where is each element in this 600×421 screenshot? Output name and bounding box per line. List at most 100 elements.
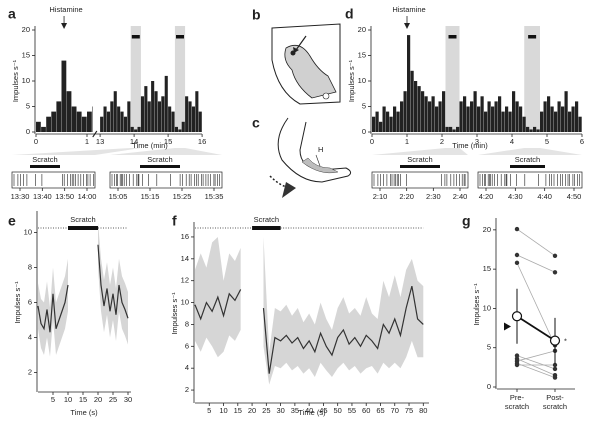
x-tick-label: 5 [545,137,549,146]
shaded-region [130,26,141,132]
raster-label: Scratch [147,155,172,164]
zoom-guide [12,148,141,155]
dot [514,362,520,368]
dot [552,362,558,368]
x-tick-label: 55 [348,406,356,415]
zoom-guide [372,148,468,155]
bar [123,116,127,132]
x-tick-label: 40 [305,406,313,415]
x-tick-label: 16 [198,137,206,146]
bar [554,111,558,132]
bar [561,106,565,132]
x-tick-label: 30 [276,406,284,415]
bar [459,101,463,132]
y-tick-label: 15 [483,264,491,273]
y-tick-label: 5 [487,343,491,352]
error-band [98,222,128,345]
bar [428,101,432,132]
bar [449,126,453,132]
bar [480,96,484,132]
diagram-c: c H [252,115,352,198]
bar [484,111,488,132]
raster-tick-label: 2:40 [453,192,468,201]
x-axis-label: Time (s) [298,408,326,417]
bar [466,106,470,132]
y-tick-label: 10 [181,298,189,307]
mean-marker [511,311,523,322]
bar [512,91,516,132]
bar [578,116,582,132]
bar [463,96,467,132]
bar [564,91,568,132]
bar [195,91,199,132]
bar [61,60,67,132]
bar [147,101,151,132]
bar [435,106,439,132]
bar [515,101,519,132]
x-tick-label: Pre-scratch [505,393,529,411]
pair-line [516,262,556,346]
bar [536,129,540,132]
bar [438,101,442,132]
y-tick-label: 14 [181,254,189,263]
scratch-bar [510,165,545,168]
x-tick-label: Post-scratch [543,393,567,411]
x-tick-label: 70 [391,406,399,415]
dot [552,270,558,275]
raster-label: Scratch [407,155,432,164]
y-tick-label: 8 [185,319,189,328]
annotation: H [318,145,323,154]
bar [431,96,435,132]
x-tick-label: 2 [440,137,444,146]
bar [414,81,418,132]
pre-marker [504,322,511,331]
y-tick-label: 5 [362,101,366,110]
bar [550,106,554,132]
x-tick-label: 45 [319,406,327,415]
bar [103,106,107,132]
scratch-label: Scratch [70,215,95,224]
bar [473,91,477,132]
bar [117,106,121,132]
bar [134,129,138,132]
raster-tick-label: 4:30 [508,192,523,201]
y-axis-label: Impulses s⁻¹ [11,59,20,102]
bar [421,91,425,132]
y-tick-label: 15 [22,50,30,59]
x-tick-label: 35 [291,406,299,415]
x-tick-label: 5 [51,395,55,404]
y-tick-label: 10 [483,303,491,312]
bar [477,106,481,132]
y-tick-label: 10 [358,76,366,85]
canal [322,92,330,100]
y-tick-label: 20 [483,225,491,234]
raster-tick-label: 14:00 [78,192,97,201]
bar [137,126,141,132]
raster-tick-label: 15:05 [109,192,128,201]
bar [386,111,390,132]
dot [552,366,558,372]
pair-line [516,355,556,370]
bar [168,106,172,132]
bar [178,129,182,132]
bar [198,111,202,132]
mean-line [516,315,556,342]
y-tick-label: 10 [22,76,30,85]
raster-tick-label: 15:25 [173,192,192,201]
bar [575,101,579,132]
bar [375,111,379,132]
x-tick-label: 10 [219,406,227,415]
bar [382,106,386,132]
bar [100,116,104,132]
x-tick-label: 14 [130,137,138,146]
gray-matter [284,44,337,99]
bar [188,101,192,132]
x-axis-label: Time (s) [70,408,98,417]
bar [151,81,155,132]
line [194,286,424,374]
pair-line [516,254,556,273]
scratch-bar [30,165,60,168]
x-tick-label: 20 [248,406,256,415]
y-axis-label: Impulses s⁻¹ [347,59,356,102]
bar [71,106,77,132]
